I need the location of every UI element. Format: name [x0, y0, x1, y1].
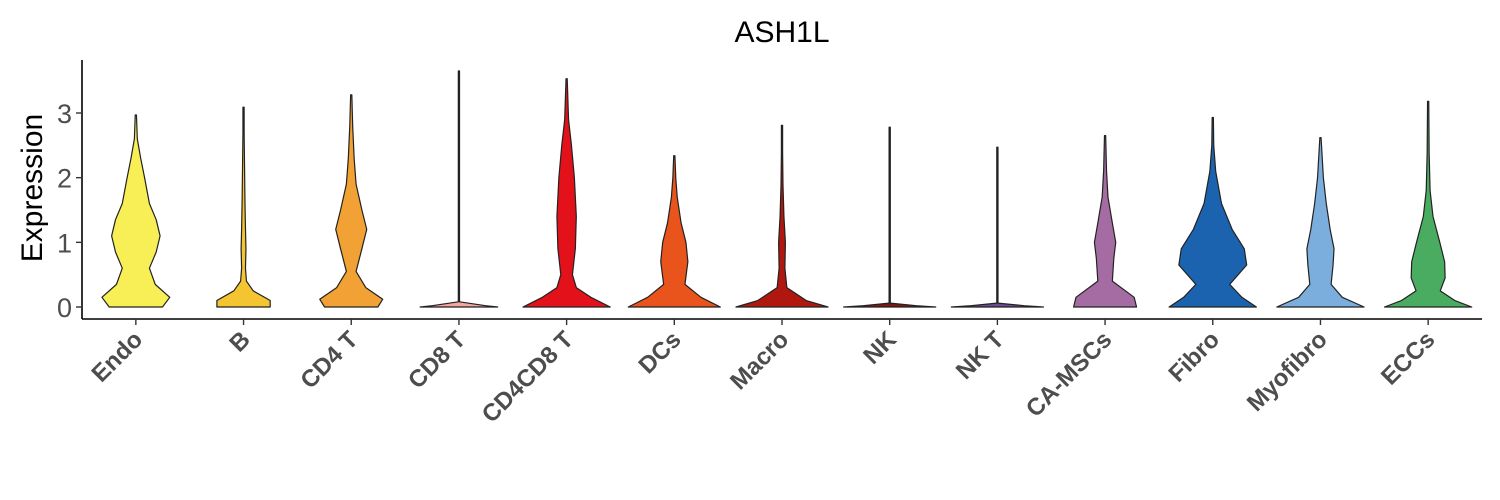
violin-dcs: [627, 155, 721, 308]
x-tick-label: Macro: [725, 326, 794, 395]
x-tick-label: CD4 T: [295, 326, 363, 394]
violin-endo: [101, 114, 171, 308]
violin-cd4cd8-t: [522, 78, 611, 308]
x-tick-label: ECCs: [1376, 326, 1440, 390]
x-tick-label: CD8 T: [403, 326, 471, 394]
y-axis-label: Expression: [16, 114, 49, 262]
x-tick-label: B: [224, 326, 255, 357]
y-tick-label: 2: [57, 164, 72, 194]
x-tick-label: Endo: [87, 326, 149, 388]
y-tick-label: 3: [57, 99, 72, 129]
violin-nk-t: [950, 146, 1045, 308]
y-ticks: 0 1 2 3: [57, 99, 82, 323]
violin-cd4-t: [319, 94, 384, 308]
x-ticks: Endo B CD4 T CD8 T CD4CD8 T DCs Macro NK NK T CA-…: [87, 319, 1440, 428]
y-tick-label: 0: [57, 293, 72, 323]
violin-cd8-t: [419, 70, 499, 308]
violin-ca-mscs: [1072, 135, 1138, 308]
violin-fibro: [1168, 116, 1257, 308]
chart-title: ASH1L: [734, 16, 829, 49]
violin-nk: [843, 126, 937, 308]
x-tick-label: CD4CD8 T: [477, 326, 579, 428]
x-tick-label: CA-MSCs: [1021, 326, 1117, 422]
violin-eccs: [1383, 100, 1473, 308]
y-tick-label: 1: [57, 228, 72, 258]
x-tick-label: Myofibro: [1242, 326, 1333, 417]
violin-b: [216, 106, 271, 308]
violin-macro: [735, 124, 829, 308]
x-tick-label: Fibro: [1163, 326, 1225, 388]
x-tick-label: NK: [858, 326, 902, 370]
violin-group: [101, 70, 1473, 308]
x-tick-label: NK T: [951, 326, 1010, 385]
x-tick-label: DCs: [634, 326, 687, 379]
violin-myofibro: [1276, 136, 1365, 308]
